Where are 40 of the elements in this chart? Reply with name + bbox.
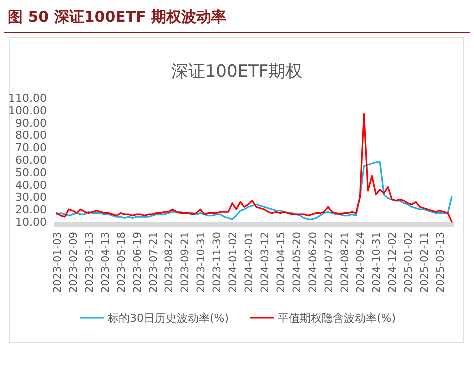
x-tick-label: 2023-02-09 (68, 232, 80, 294)
y-tick-label: 20.00 (16, 204, 47, 217)
x-tick-label: 2024-12-02 (387, 232, 400, 294)
x-tick-label: 2025-02-11 (419, 232, 432, 294)
y-tick-label: 60.00 (16, 154, 47, 167)
x-tick-label: 2023-10-31 (196, 232, 208, 294)
x-tick-label: 2024-01-02 (228, 232, 240, 294)
y-tick-label: 50.00 (16, 166, 47, 180)
x-tick-label: 2023-07-21 (148, 232, 160, 294)
x-tick-label: 2023-09-21 (180, 232, 192, 294)
y-tick-label: 80.00 (16, 129, 47, 142)
legend-label: 平值期权隐含波动率(%) (278, 312, 396, 325)
x-tick-label: 2023-08-22 (164, 232, 176, 294)
y-tick-label: 40.00 (16, 178, 47, 192)
x-tick-label: 2023-11-30 (212, 232, 224, 294)
x-tick-label: 2023-06-19 (132, 232, 144, 294)
title: 图 50 深证100ETF 期权波动率 (8, 8, 227, 26)
legend-label: 标的30日历史波动率(%) (107, 312, 230, 325)
y-tick-label: 70.00 (16, 142, 47, 155)
y-tick-label: 30.00 (16, 191, 47, 204)
y-tick-label: 90.00 (16, 116, 47, 130)
x-tick-label: 2024-08-21 (339, 232, 352, 294)
y-tick-label: 10.00 (16, 216, 47, 229)
x-tick-label: 2024-10-31 (371, 232, 384, 294)
x-tick-label: 2024-06-20 (307, 232, 320, 294)
y-tick-label: 100.00 (8, 104, 47, 118)
x-tick-label: 2025-03-13 (435, 232, 448, 294)
x-tick-label: 2023-04-13 (100, 232, 112, 294)
subtitle: 深证100ETF期权 (171, 62, 303, 82)
x-tick-label: 2023-05-18 (116, 232, 128, 294)
y-tick-label: 110.00 (8, 92, 47, 105)
x-tick-label: 2024-03-12 (259, 232, 272, 294)
x-tick-label: 2023-03-13 (84, 232, 96, 294)
x-tick-label: 2025-01-02 (403, 232, 416, 294)
x-tick-label: 2024-02-01 (244, 232, 256, 294)
x-tick-label: 2024-04-15 (275, 232, 288, 294)
x-tick-label: 2024-09-24 (355, 232, 368, 294)
x-tick-label: 2024-05-20 (291, 232, 304, 294)
x-tick-label: 2023-01-03 (52, 232, 64, 294)
x-tick-label: 2024-07-22 (323, 232, 336, 294)
